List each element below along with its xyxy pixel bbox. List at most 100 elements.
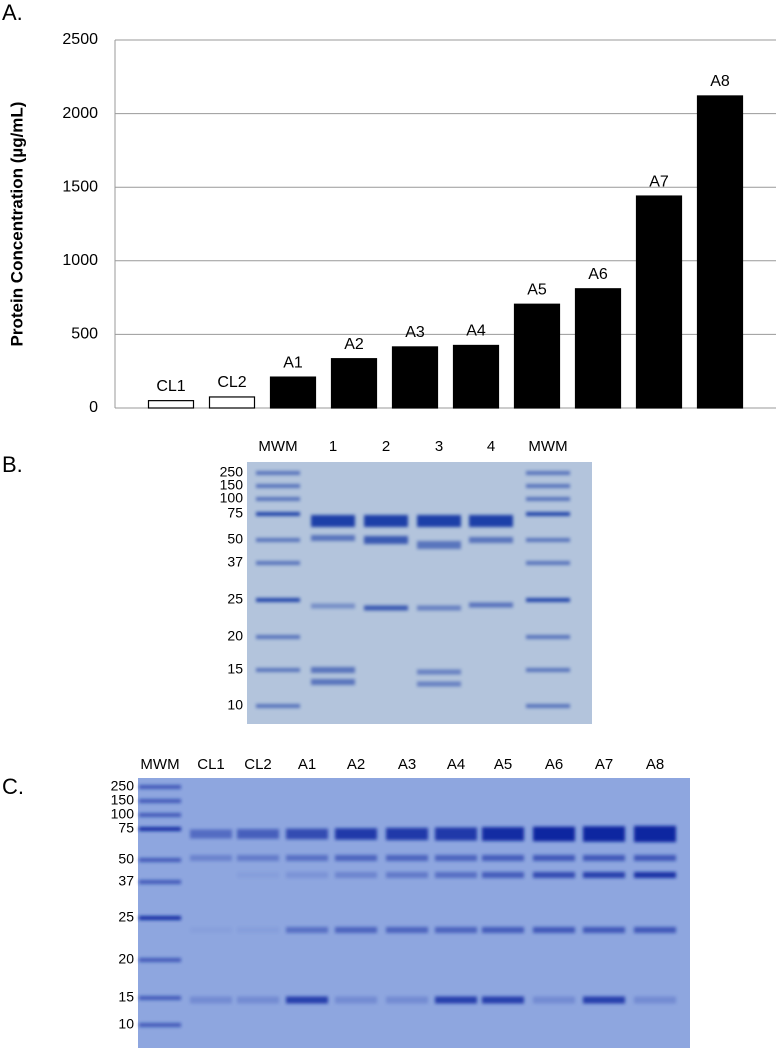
- lane-label: CL2: [244, 756, 272, 773]
- bar: [147, 400, 195, 409]
- ladder-band: [526, 471, 570, 475]
- ladder-band: [139, 1023, 181, 1027]
- y-tick-label: 1500: [62, 178, 98, 195]
- mw-label: 150: [111, 792, 135, 808]
- y-tick-label: 500: [71, 326, 98, 343]
- gel-background: [247, 462, 592, 724]
- protein-band: [533, 826, 575, 842]
- ladder-band: [256, 668, 300, 672]
- bar: [391, 346, 439, 409]
- lane-label: A3: [398, 756, 416, 773]
- mw-label: 37: [118, 873, 134, 889]
- protein-band: [482, 855, 524, 861]
- ladder-band: [526, 598, 570, 602]
- bar-label: A2: [344, 336, 364, 353]
- protein-band: [417, 605, 461, 611]
- protein-band: [311, 535, 355, 541]
- protein-band: [417, 541, 461, 549]
- bar-label: A7: [649, 173, 669, 190]
- mw-label: 15: [118, 989, 134, 1005]
- protein-band: [237, 855, 279, 861]
- y-tick-label: 2500: [62, 31, 98, 48]
- gel: [138, 778, 690, 1048]
- lane-label: 4: [487, 438, 495, 455]
- protein-band: [469, 602, 513, 608]
- protein-band: [335, 828, 377, 840]
- lane-label: A2: [347, 756, 365, 773]
- lane-label: A8: [646, 756, 664, 773]
- protein-band: [583, 996, 625, 1004]
- lane-label: 3: [435, 438, 443, 455]
- protein-band: [634, 872, 676, 878]
- protein-band: [311, 667, 355, 673]
- protein-band: [237, 996, 279, 1004]
- y-axis-label: Protein Concentration (µg/mL): [7, 102, 26, 347]
- protein-band: [386, 996, 428, 1004]
- mw-label: 25: [118, 909, 134, 925]
- lane-label: A7: [595, 756, 613, 773]
- ladder-band: [526, 704, 570, 708]
- mw-label: 75: [227, 505, 243, 521]
- ladder-band: [139, 813, 181, 817]
- protein-band: [469, 537, 513, 543]
- bar-label: A8: [710, 73, 730, 90]
- y-tick-label: 1000: [62, 252, 98, 269]
- gel: [247, 462, 592, 724]
- protein-band: [286, 872, 328, 878]
- protein-band: [469, 515, 513, 527]
- protein-band: [386, 927, 428, 933]
- ladder-band: [526, 561, 570, 565]
- protein-band: [335, 996, 377, 1004]
- protein-band: [386, 872, 428, 878]
- bar-label: CL1: [156, 378, 185, 395]
- ladder-band: [139, 785, 181, 789]
- ladder-band: [526, 668, 570, 672]
- protein-band: [364, 515, 408, 527]
- protein-band: [482, 827, 524, 841]
- mw-label: 10: [118, 1016, 134, 1032]
- gel-background: [138, 778, 690, 1048]
- lane-label: A1: [298, 756, 316, 773]
- ladder-band: [256, 497, 300, 501]
- protein-band: [583, 872, 625, 878]
- protein-band: [417, 669, 461, 675]
- ladder-band: [139, 827, 181, 831]
- lane-label: MWM: [140, 756, 179, 773]
- bar: [574, 288, 622, 409]
- lane-label: CL1: [197, 756, 225, 773]
- ladder-band: [256, 484, 300, 488]
- protein-band: [364, 536, 408, 544]
- ladder-band: [526, 512, 570, 516]
- protein-band: [286, 855, 328, 861]
- protein-band: [435, 827, 477, 841]
- protein-band: [335, 872, 377, 878]
- bar: [208, 396, 256, 409]
- ladder-band: [139, 799, 181, 803]
- protein-band: [435, 872, 477, 878]
- protein-band: [482, 872, 524, 878]
- panel-label: C.: [2, 774, 24, 799]
- protein-band: [634, 927, 676, 933]
- ladder-band: [256, 538, 300, 542]
- bar: [696, 95, 744, 409]
- mw-label: 20: [118, 951, 134, 967]
- ladder-band: [526, 497, 570, 501]
- bar: [635, 195, 683, 409]
- mw-label: 250: [220, 464, 244, 480]
- panel-label: A.: [2, 0, 23, 25]
- bar: [330, 358, 378, 409]
- protein-band: [634, 996, 676, 1004]
- ladder-band: [256, 512, 300, 516]
- protein-band: [417, 681, 461, 687]
- lane-label: MWM: [528, 438, 567, 455]
- protein-band: [533, 872, 575, 878]
- panel-label: B.: [2, 452, 23, 477]
- bar: [269, 376, 317, 409]
- protein-band: [634, 855, 676, 861]
- mw-label: 150: [220, 477, 244, 493]
- mw-label: 75: [118, 820, 134, 836]
- mw-label: 25: [227, 591, 243, 607]
- protein-band: [533, 996, 575, 1004]
- protein-band: [237, 927, 279, 933]
